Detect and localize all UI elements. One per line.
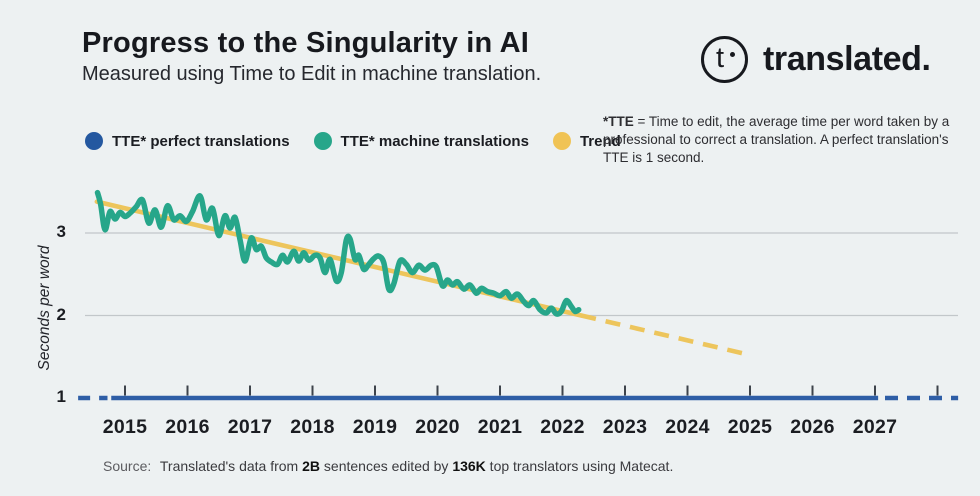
- chart-legend: TTE* perfect translations TTE* machine t…: [85, 132, 621, 150]
- legend-label: TTE* machine translations: [340, 132, 529, 150]
- legend-item-machine: TTE* machine translations: [313, 132, 529, 150]
- source-text: top translators using Matecat.: [485, 458, 674, 474]
- page-subtitle: Measured using Time to Edit in machine t…: [82, 63, 542, 85]
- translated-logo: t translated.: [701, 36, 931, 83]
- tte-note-bold: *TTE: [603, 114, 634, 129]
- tte-definition-note: *TTE = Time to edit, the average time pe…: [603, 113, 953, 167]
- x-tick-label: 2025: [727, 416, 773, 438]
- legend-dot-teal-icon: [313, 132, 332, 150]
- legend-item-trend: Trend: [552, 132, 621, 150]
- source-line: Source: Translated's data from 2B senten…: [103, 458, 673, 474]
- x-tick-label: 2023: [602, 416, 648, 438]
- x-tick-label: 2017: [227, 416, 273, 438]
- page-title: Progress to the Singularity in AI: [82, 27, 530, 59]
- x-tick-label: 2024: [665, 416, 710, 438]
- x-tick-label: 2026: [790, 416, 835, 438]
- legend-label: TTE* perfect translations: [112, 132, 290, 150]
- x-tick-label: 2021: [477, 416, 523, 438]
- legend-label: Trend: [579, 132, 621, 150]
- legend-dot-yellow-icon: [552, 132, 571, 150]
- logo-wordmark: translated.: [763, 40, 931, 78]
- x-tick-label: 2018: [290, 416, 335, 438]
- x-tick-label: 2027: [852, 416, 898, 438]
- x-tick-label: 2016: [165, 416, 210, 438]
- source-stat-translators: 136K: [452, 458, 486, 474]
- translated-circle-t-icon: t: [701, 36, 748, 83]
- source-label: Source:: [103, 458, 152, 474]
- source-text: sentences edited by: [320, 458, 453, 474]
- logo-t-glyph: t: [716, 42, 725, 74]
- y-tick-label: 3: [56, 222, 66, 241]
- legend-item-perfect: TTE* perfect translations: [85, 132, 290, 150]
- x-tick-label: 2019: [352, 416, 398, 438]
- y-tick-label: 2: [56, 304, 66, 324]
- x-tick-label: 2020: [415, 416, 460, 438]
- y-tick-label: 1: [56, 387, 66, 406]
- source-stat-sentences: 2B: [302, 458, 321, 474]
- source-text: Translated's data from: [156, 458, 303, 474]
- logo-dot-icon: [730, 52, 735, 57]
- tte-note-text: = Time to edit, the average time per wor…: [603, 114, 950, 165]
- x-tick-label: 2022: [540, 416, 585, 438]
- x-tick-label: 2015: [102, 416, 148, 438]
- legend-dot-blue-icon: [85, 132, 103, 150]
